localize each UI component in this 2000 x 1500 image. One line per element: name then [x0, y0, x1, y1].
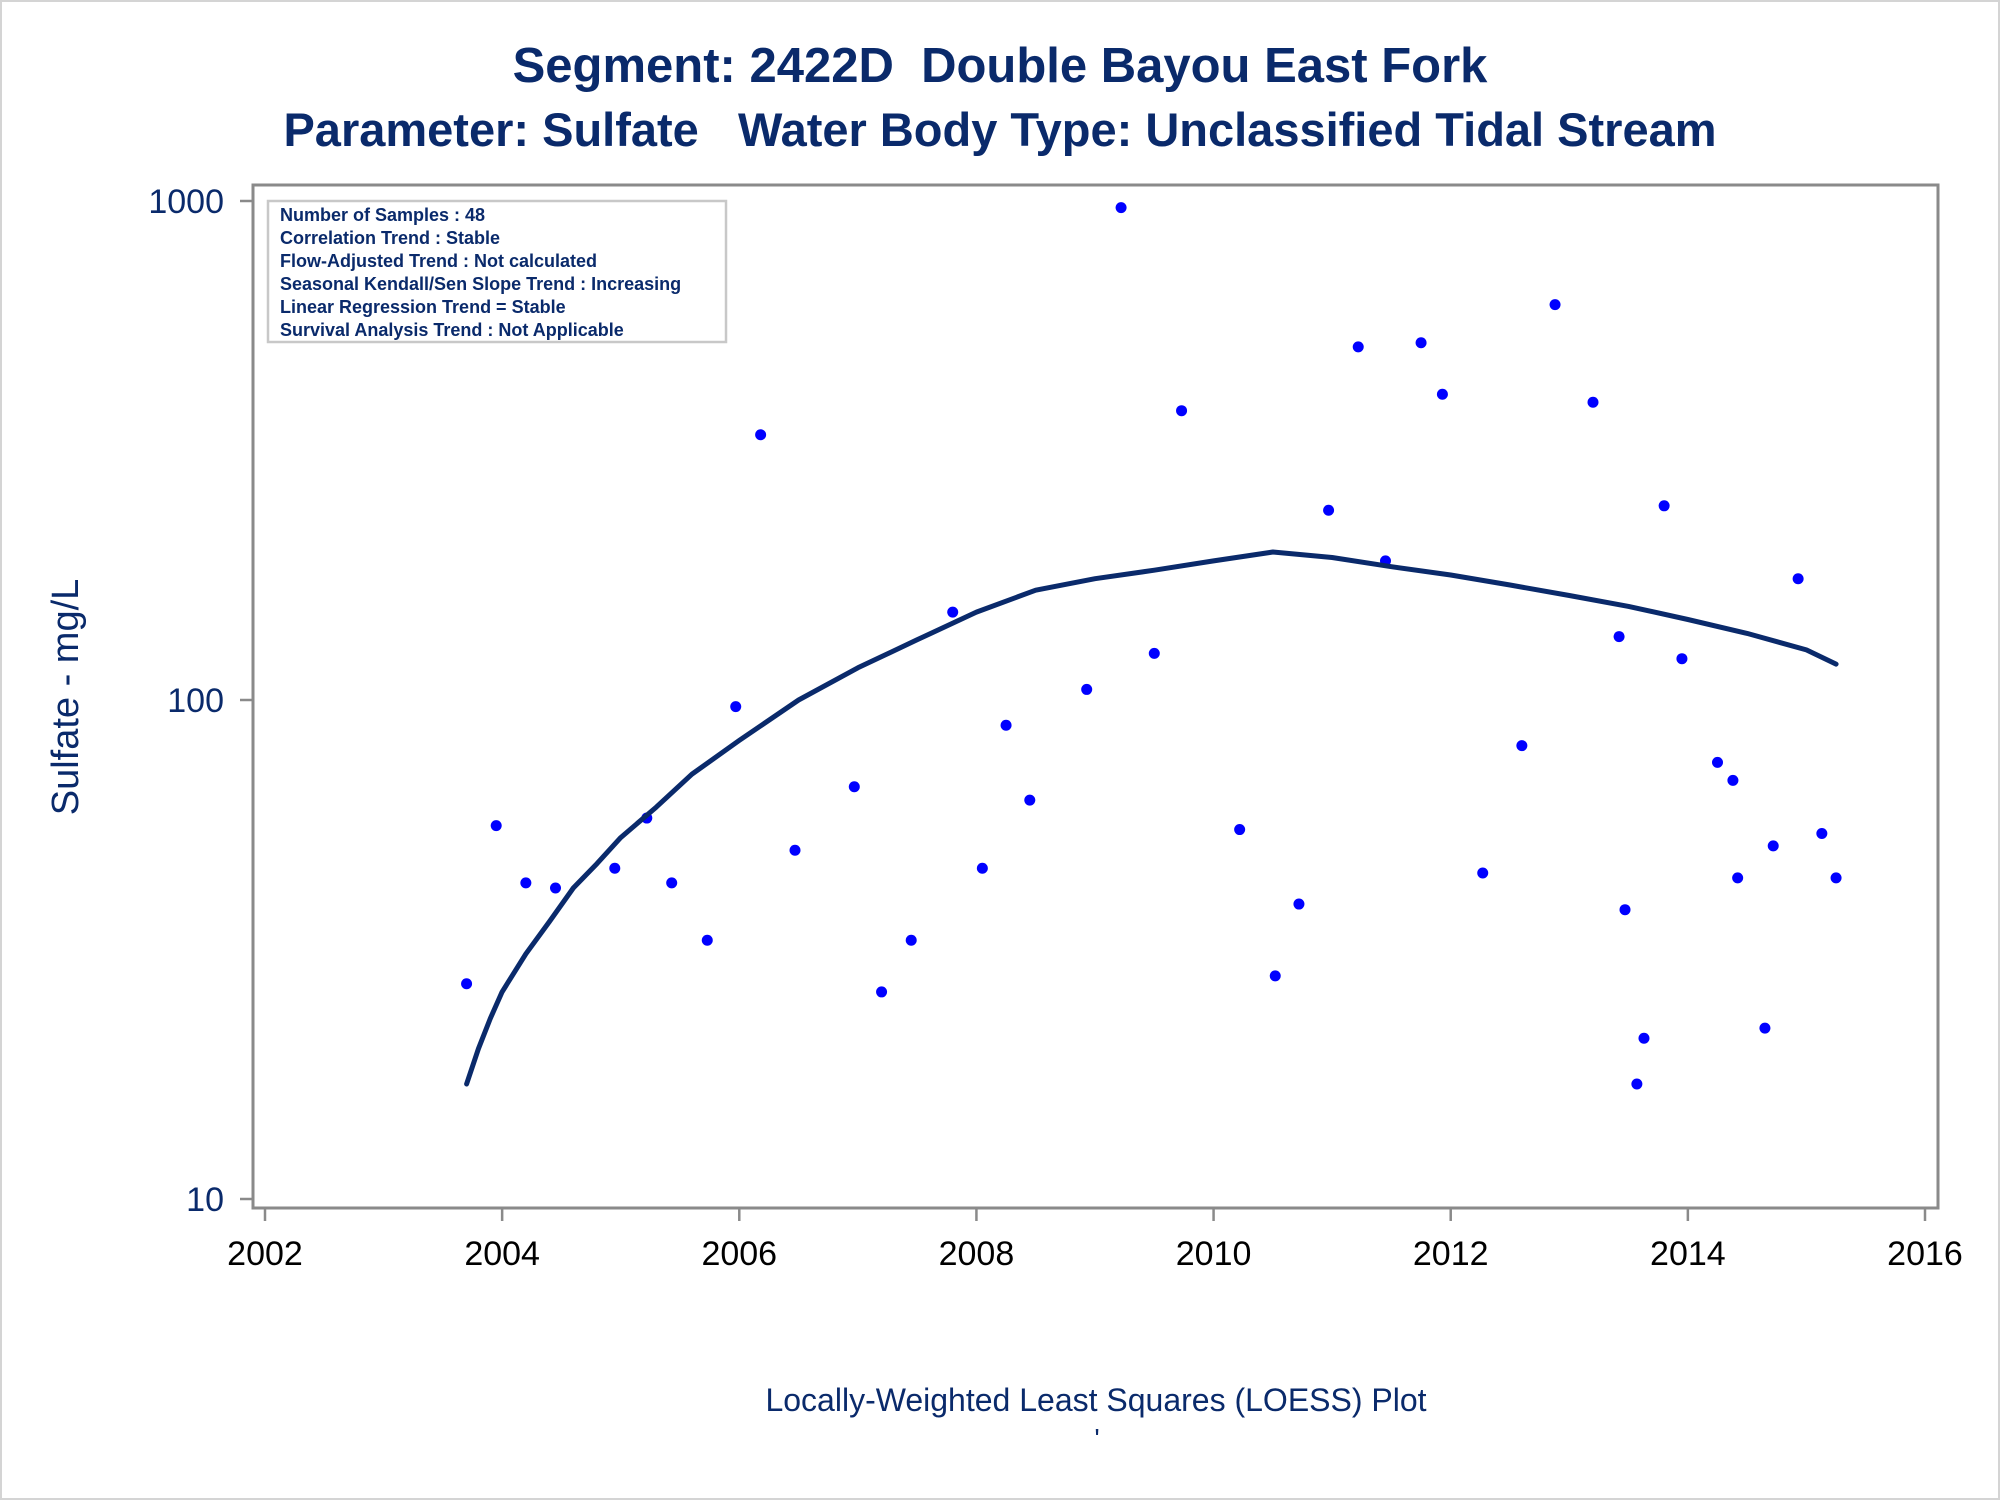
data-point [1477, 867, 1489, 879]
x-axis: 2002 2004 2006 2008 2010 2012 2014 2016 [227, 1208, 1963, 1273]
loess-curve [464, 549, 1839, 1087]
data-point [1081, 683, 1093, 695]
data-point [550, 882, 561, 894]
inset-line: Flow-Adjusted Trend : Not calculated [280, 251, 597, 271]
data-point [490, 820, 502, 832]
chart-title: Segment: 2422D Double Bayou East Fork [513, 39, 1489, 93]
y-tick-label: 10 [186, 1181, 224, 1219]
data-point [1148, 647, 1160, 659]
data-point [520, 877, 532, 889]
data-point [876, 986, 888, 998]
x-tick-label: 2008 [939, 1235, 1015, 1273]
data-point [666, 877, 678, 889]
y-tick-label: 100 [167, 682, 224, 720]
data-point [1415, 337, 1427, 349]
x-tick-label: 2016 [1887, 1235, 1963, 1273]
data-point [1816, 828, 1828, 840]
inset-line: Correlation Trend : Stable [280, 228, 500, 248]
inset-line: Seasonal Kendall/Sen Slope Trend : Incre… [280, 274, 681, 294]
data-point [1516, 740, 1528, 752]
sample-points [461, 202, 1842, 1090]
chart-subtitle: Parameter: Sulfate Water Body Type: Uncl… [283, 103, 1716, 156]
data-point [1352, 341, 1364, 353]
inset-line: Survival Analysis Trend : Not Applicable [280, 320, 624, 340]
footnote-mark: ' [1094, 1423, 1099, 1454]
inset-line: Linear Regression Trend = Stable [280, 297, 566, 317]
data-point [1792, 573, 1804, 585]
data-point [609, 862, 621, 874]
data-point [905, 934, 917, 946]
data-point [947, 606, 959, 618]
footnote: Locally-Weighted Least Squares (LOESS) P… [765, 1382, 1426, 1418]
plot-area [251, 183, 1940, 1210]
data-point [1024, 794, 1036, 806]
data-point [1638, 1032, 1650, 1044]
data-point [1000, 719, 1012, 731]
data-point [1613, 631, 1625, 643]
x-tick-label: 2002 [227, 1235, 303, 1273]
y-axis-label: Sulfate - mg/L [45, 579, 87, 816]
data-point [1631, 1078, 1643, 1090]
data-point [848, 781, 860, 793]
data-point [1323, 504, 1335, 516]
data-point [1587, 396, 1599, 408]
data-point [1712, 756, 1723, 768]
data-point [1549, 299, 1561, 311]
data-point [730, 701, 742, 713]
x-tick-label: 2010 [1176, 1235, 1252, 1273]
data-point [1830, 872, 1842, 884]
data-point [1767, 840, 1779, 852]
data-point [1293, 898, 1305, 910]
trend-summary-box: Number of Samples : 48 Correlation Trend… [266, 199, 728, 344]
data-point [1732, 872, 1744, 884]
data-point [755, 429, 767, 441]
x-tick-label: 2006 [701, 1235, 777, 1273]
data-point [701, 934, 713, 946]
data-point [1619, 904, 1631, 916]
data-point [1269, 970, 1281, 982]
data-point [1436, 388, 1448, 400]
data-point [1759, 1022, 1771, 1034]
y-axis: 10 100 1000 [148, 183, 253, 1219]
data-point [1727, 774, 1739, 786]
y-tick-label: 1000 [148, 183, 224, 221]
data-point [1234, 824, 1246, 836]
data-point [976, 862, 988, 874]
x-tick-label: 2012 [1413, 1235, 1489, 1273]
data-point [1115, 202, 1127, 214]
data-point [1176, 405, 1188, 417]
data-point [461, 978, 473, 990]
x-tick-label: 2004 [464, 1235, 540, 1273]
data-point [789, 844, 801, 856]
x-tick-label: 2014 [1650, 1235, 1726, 1273]
data-point [1676, 653, 1688, 665]
data-point [1658, 500, 1670, 512]
inset-line: Number of Samples : 48 [280, 205, 485, 225]
